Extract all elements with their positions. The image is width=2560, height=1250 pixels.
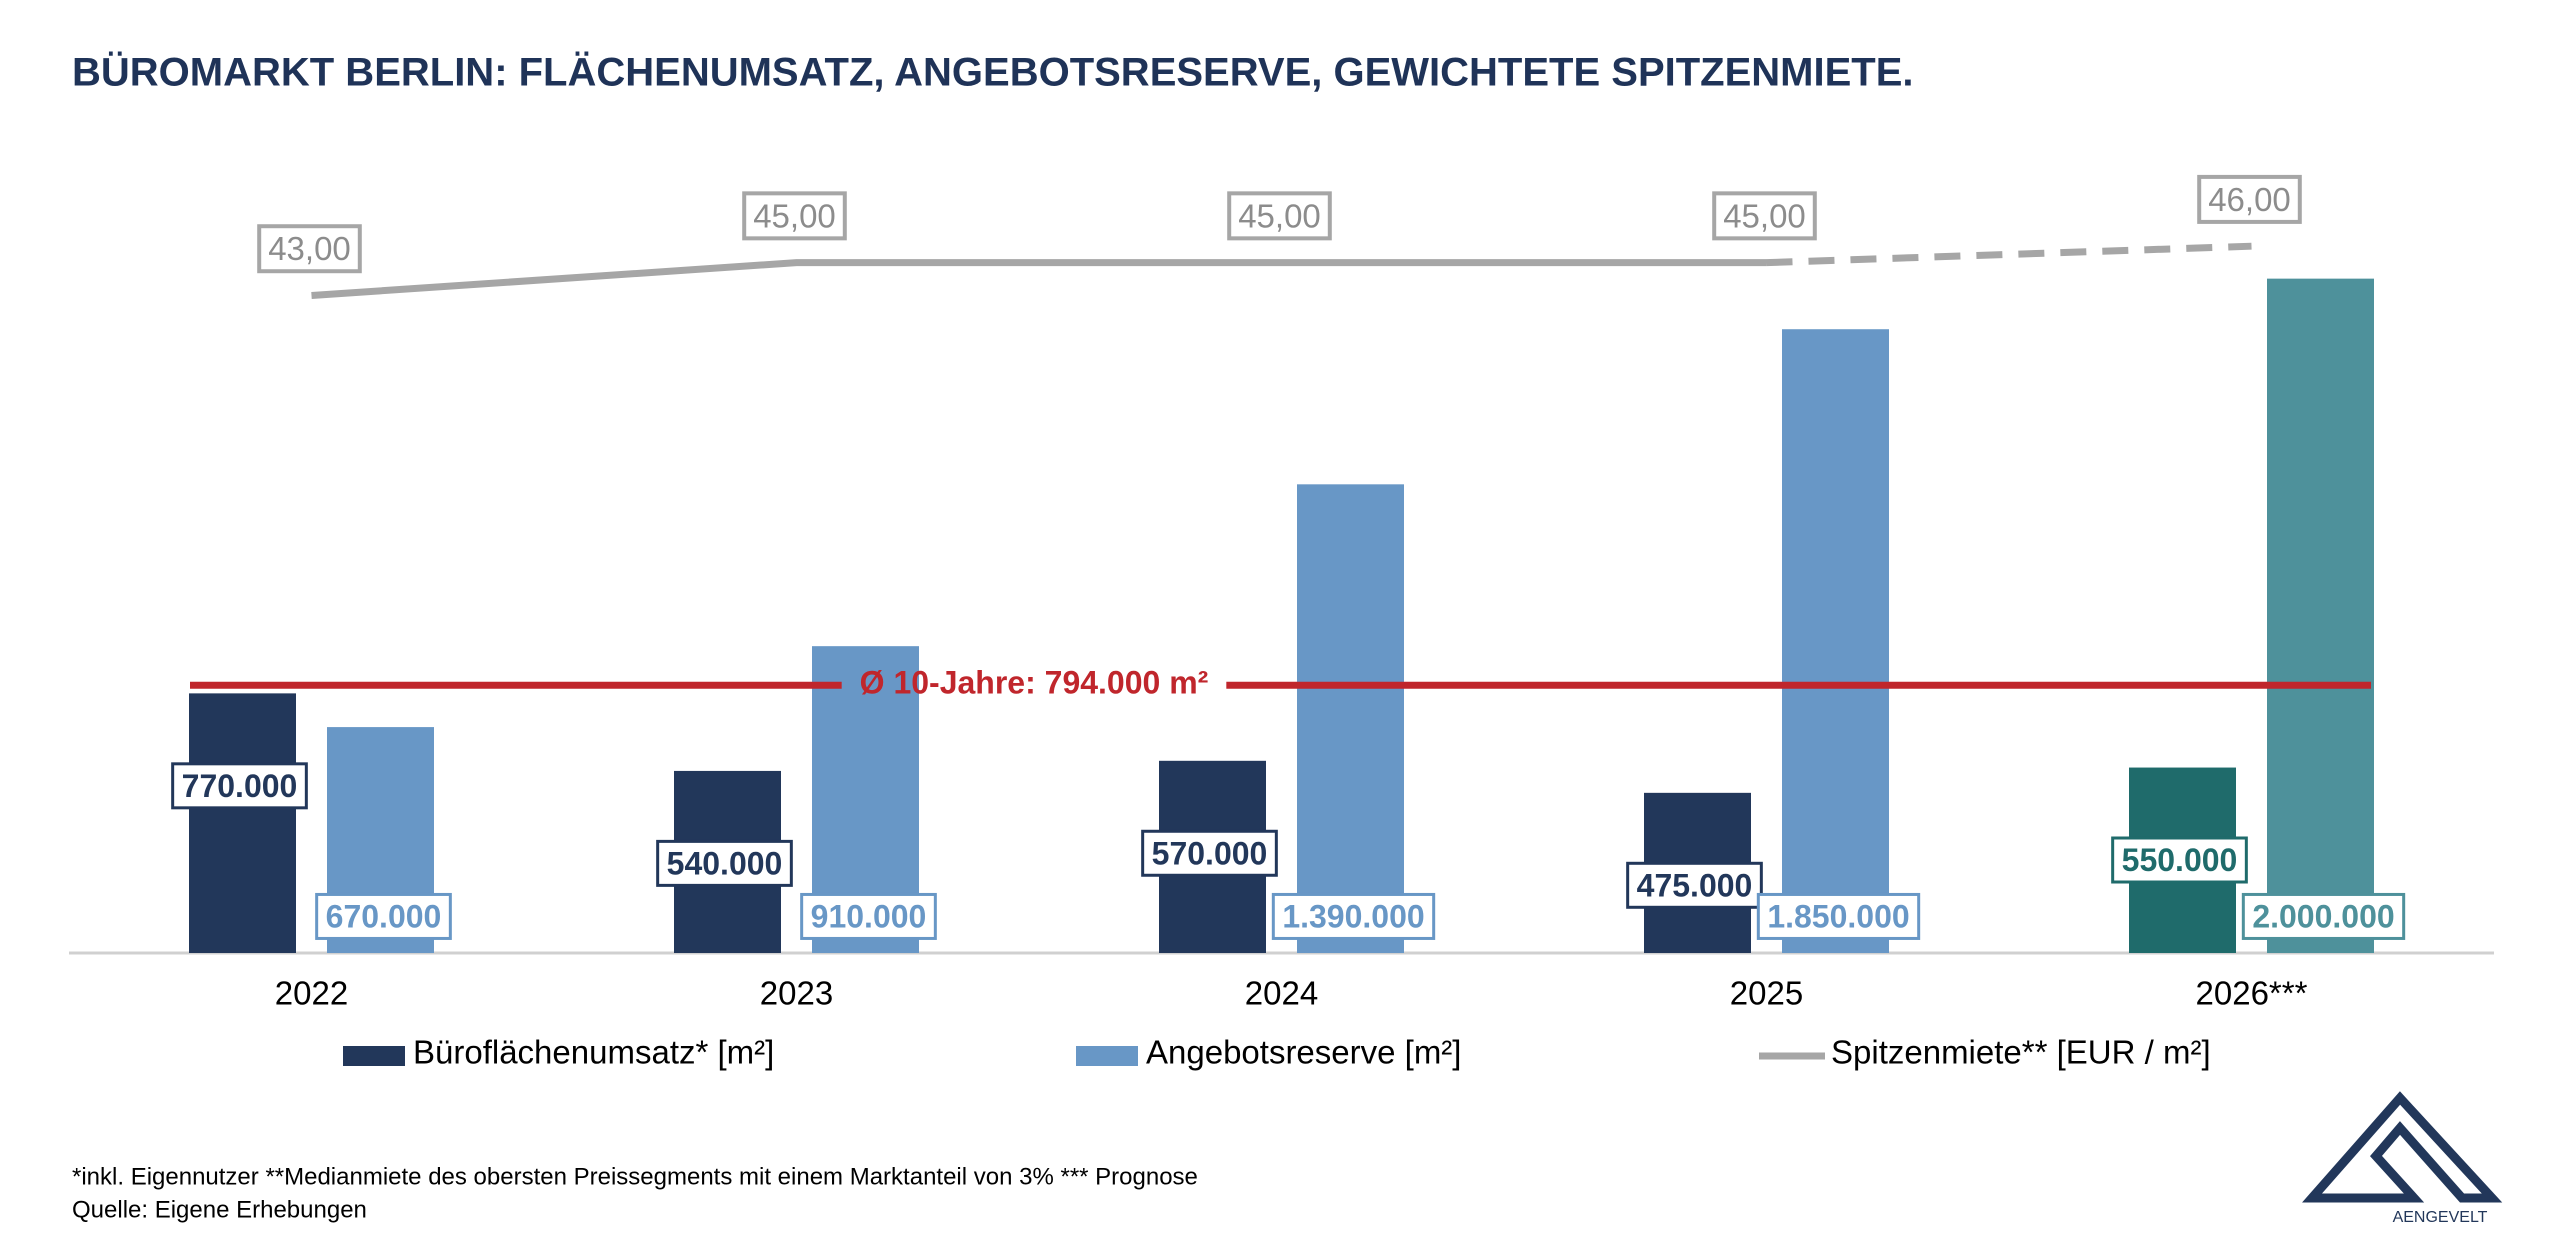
value-label: 770.000 <box>182 768 298 804</box>
value-label-box <box>2241 892 2406 940</box>
value-label: 2.000.000 <box>2252 898 2394 934</box>
line-value-label-group: 45,00 <box>1227 191 1332 241</box>
value-label-box <box>800 892 937 940</box>
value-label-group: 550.000 <box>2111 836 2248 884</box>
value-label: 475.000 <box>1637 867 1753 903</box>
line-value-label: 45,00 <box>1238 197 1321 234</box>
value-label-box <box>656 839 793 887</box>
value-label-group: 2.000.000 <box>2241 892 2406 940</box>
line-value-label-group: 45,00 <box>1712 191 1817 241</box>
bar <box>1782 329 1889 953</box>
x-tick-label: 2023 <box>760 975 833 1012</box>
line-value-label-group: 45,00 <box>742 191 847 241</box>
line-value-label-box <box>257 224 362 274</box>
line-value-label-group: 43,00 <box>257 224 362 274</box>
value-label-group: 910.000 <box>800 892 937 940</box>
line-series <box>311 259 1767 299</box>
line-value-label: 45,00 <box>753 197 836 234</box>
line-value-label-box <box>1712 191 1817 241</box>
value-label: 1.850.000 <box>1767 898 1909 934</box>
line-value-label: 43,00 <box>268 230 351 267</box>
legend-label: Büroflächenumsatz* [m²] <box>413 1034 774 1071</box>
value-label: 540.000 <box>667 845 783 881</box>
value-label-group: 540.000 <box>656 839 793 887</box>
value-label-box <box>315 892 452 940</box>
value-label: 570.000 <box>1152 835 1268 871</box>
value-label: 910.000 <box>811 898 927 934</box>
value-label: 550.000 <box>2122 842 2238 878</box>
value-label-group: 670.000 <box>315 892 452 940</box>
legend-label: Angebotsreserve [m²] <box>1146 1034 1461 1071</box>
value-label-box <box>1756 892 1921 940</box>
value-label-box <box>1626 861 1763 909</box>
x-tick-label: 2024 <box>1245 975 1318 1012</box>
logo: AENGEVELT <box>2302 1091 2503 1226</box>
legend-swatch <box>1076 1046 1138 1066</box>
source: Quelle: Eigene Erhebungen <box>72 1196 367 1223</box>
line-value-label-box <box>742 191 847 241</box>
x-tick-label: 2022 <box>275 975 348 1012</box>
x-tick-label: 2025 <box>1730 975 1803 1012</box>
value-label-group: 570.000 <box>1141 829 1278 877</box>
reference-label: Ø 10-Jahre: 794.000 m² <box>860 665 1209 701</box>
bar <box>2267 278 2374 954</box>
footnote: *inkl. Eigennutzer **Medianmiete des obe… <box>72 1163 1198 1190</box>
value-label-group: 475.000 <box>1626 861 1763 909</box>
bar <box>1297 484 1404 953</box>
logo-mark <box>2302 1091 2503 1203</box>
logo-text: AENGEVELT <box>2393 1209 2488 1226</box>
value-label-group: 1.850.000 <box>1756 892 1921 940</box>
value-label-box <box>2111 836 2248 884</box>
value-label-box <box>1141 829 1278 877</box>
value-label-box <box>1271 892 1436 940</box>
legend-label: Spitzenmiete** [EUR / m²] <box>1831 1034 2211 1071</box>
value-label-box <box>171 762 308 810</box>
value-label: 670.000 <box>326 898 442 934</box>
line-value-label: 45,00 <box>1723 197 1806 234</box>
value-label-group: 770.000 <box>171 762 308 810</box>
value-label: 1.390.000 <box>1282 898 1424 934</box>
line-value-label-group: 46,00 <box>2197 174 2302 224</box>
line-value-label-box <box>2197 174 2302 224</box>
bar <box>189 693 296 953</box>
chart-title: BÜROMARKT BERLIN: FLÄCHENUMSATZ, ANGEBOT… <box>72 50 1914 95</box>
line-value-label: 46,00 <box>2208 181 2291 218</box>
x-tick-label: 2026*** <box>2196 975 2308 1012</box>
value-label-group: 1.390.000 <box>1271 892 1436 940</box>
line-series <box>1766 242 2252 267</box>
legend-swatch <box>343 1046 405 1066</box>
line-value-label-box <box>1227 191 1332 241</box>
